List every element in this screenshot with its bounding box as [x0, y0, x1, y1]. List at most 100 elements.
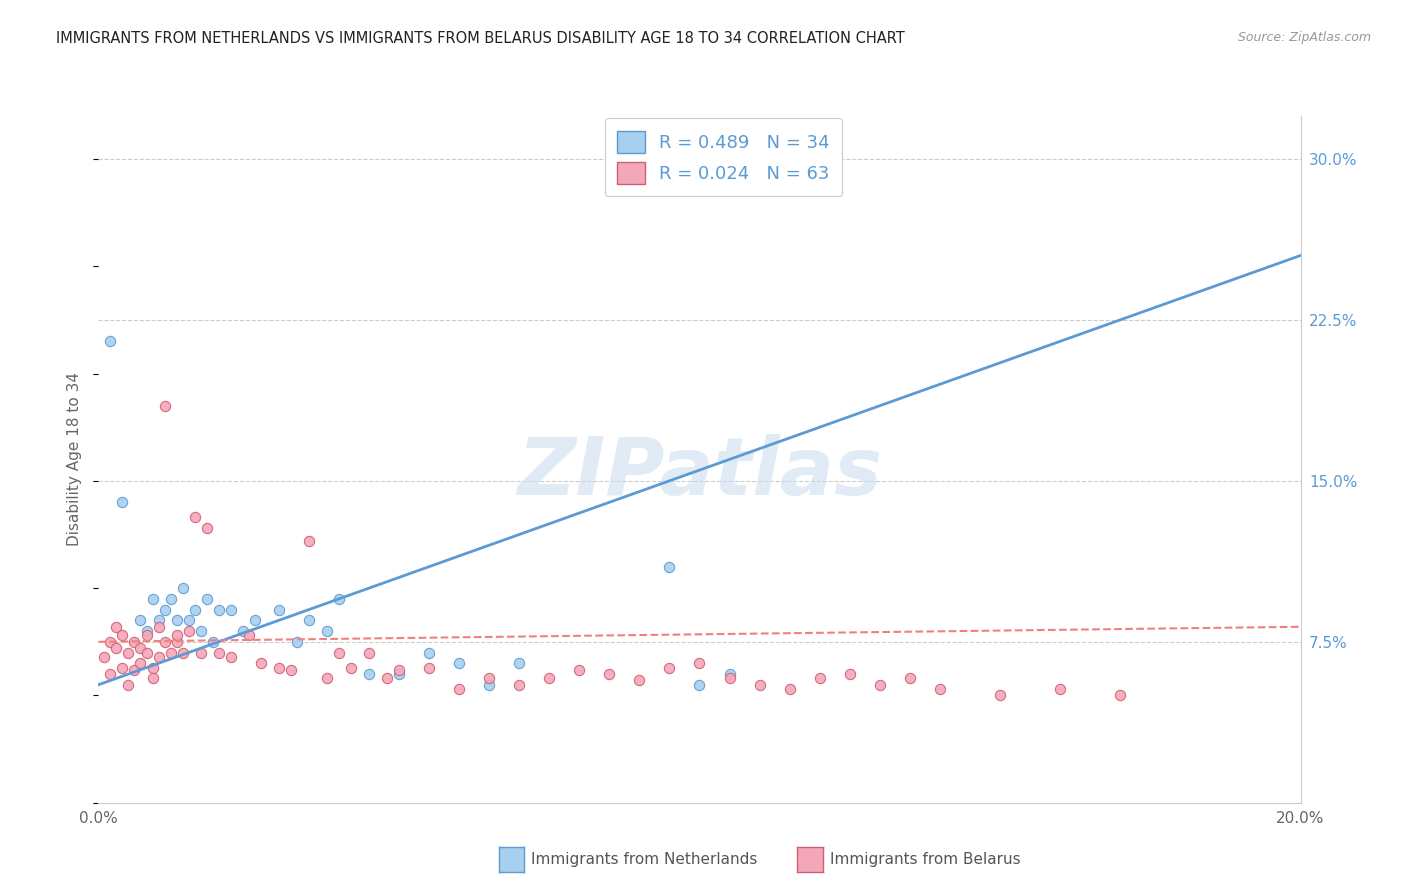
- Point: [689, 678, 711, 692]
- Point: [172, 581, 194, 595]
- Point: [267, 602, 290, 616]
- Point: [988, 689, 1011, 703]
- Point: [658, 660, 681, 674]
- Point: [375, 671, 398, 685]
- Point: [129, 641, 152, 656]
- Point: [243, 613, 266, 627]
- Y-axis label: Disability Age 18 to 34: Disability Age 18 to 34: [67, 372, 83, 547]
- Text: Immigrants from Belarus: Immigrants from Belarus: [830, 853, 1021, 867]
- Text: Source: ZipAtlas.com: Source: ZipAtlas.com: [1237, 31, 1371, 45]
- Point: [208, 646, 231, 660]
- Point: [159, 646, 181, 660]
- Point: [538, 671, 561, 685]
- Point: [628, 673, 651, 688]
- Point: [418, 660, 440, 674]
- Point: [280, 663, 302, 677]
- Point: [340, 660, 363, 674]
- Legend: R = 0.489   N = 34, R = 0.024   N = 63: R = 0.489 N = 34, R = 0.024 N = 63: [605, 118, 842, 196]
- Point: [285, 635, 308, 649]
- Point: [388, 663, 411, 677]
- Point: [153, 635, 176, 649]
- Point: [153, 399, 176, 413]
- Point: [478, 678, 501, 692]
- Point: [117, 678, 139, 692]
- Point: [105, 641, 128, 656]
- Point: [1109, 689, 1132, 703]
- Point: [135, 628, 157, 642]
- Point: [357, 667, 380, 681]
- Point: [111, 495, 134, 509]
- Point: [166, 628, 188, 642]
- Point: [129, 613, 152, 627]
- Point: [219, 649, 242, 664]
- Point: [1049, 681, 1071, 696]
- Point: [249, 657, 271, 671]
- Point: [779, 681, 801, 696]
- Point: [93, 649, 115, 664]
- Point: [869, 678, 891, 692]
- Point: [141, 660, 163, 674]
- Point: [141, 671, 163, 685]
- Text: IMMIGRANTS FROM NETHERLANDS VS IMMIGRANTS FROM BELARUS DISABILITY AGE 18 TO 34 C: IMMIGRANTS FROM NETHERLANDS VS IMMIGRANT…: [56, 31, 905, 46]
- Point: [177, 613, 200, 627]
- Point: [124, 663, 146, 677]
- Point: [105, 620, 128, 634]
- Point: [183, 602, 205, 616]
- Point: [153, 602, 176, 616]
- Text: Immigrants from Netherlands: Immigrants from Netherlands: [531, 853, 758, 867]
- Point: [568, 663, 591, 677]
- Point: [100, 334, 122, 349]
- Point: [929, 681, 952, 696]
- Point: [298, 613, 321, 627]
- Point: [190, 646, 212, 660]
- Point: [238, 628, 260, 642]
- Point: [111, 628, 134, 642]
- Point: [148, 620, 170, 634]
- Point: [172, 646, 194, 660]
- Point: [166, 613, 188, 627]
- Point: [129, 657, 152, 671]
- Point: [219, 602, 242, 616]
- Point: [315, 671, 337, 685]
- Point: [357, 646, 380, 660]
- Point: [208, 602, 231, 616]
- Point: [689, 657, 711, 671]
- Point: [183, 510, 205, 524]
- Point: [201, 635, 224, 649]
- Point: [100, 667, 122, 681]
- Point: [298, 533, 321, 548]
- Point: [447, 681, 470, 696]
- Point: [100, 635, 122, 649]
- Point: [117, 646, 139, 660]
- Point: [328, 646, 350, 660]
- Point: [195, 591, 218, 606]
- Point: [315, 624, 337, 639]
- Point: [748, 678, 770, 692]
- Point: [388, 667, 411, 681]
- Point: [328, 591, 350, 606]
- Point: [166, 635, 188, 649]
- Point: [135, 624, 157, 639]
- Point: [838, 667, 860, 681]
- Point: [124, 635, 146, 649]
- Point: [148, 613, 170, 627]
- Point: [508, 678, 530, 692]
- Point: [111, 660, 134, 674]
- Point: [418, 646, 440, 660]
- Point: [177, 624, 200, 639]
- Point: [898, 671, 921, 685]
- Point: [718, 671, 741, 685]
- Point: [148, 649, 170, 664]
- Point: [718, 667, 741, 681]
- Point: [141, 591, 163, 606]
- Point: [159, 591, 181, 606]
- Point: [658, 559, 681, 574]
- Point: [478, 671, 501, 685]
- Point: [508, 657, 530, 671]
- Point: [135, 646, 157, 660]
- Point: [779, 162, 801, 177]
- Point: [195, 521, 218, 535]
- Point: [447, 657, 470, 671]
- Point: [598, 667, 620, 681]
- Text: ZIPatlas: ZIPatlas: [517, 434, 882, 512]
